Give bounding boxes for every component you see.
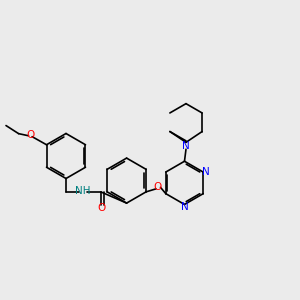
Text: NH: NH bbox=[75, 185, 90, 196]
Text: O: O bbox=[97, 203, 105, 213]
Text: O: O bbox=[153, 182, 162, 192]
Text: N: N bbox=[181, 202, 188, 212]
Text: N: N bbox=[202, 167, 209, 177]
Text: N: N bbox=[182, 141, 190, 151]
Text: O: O bbox=[27, 130, 35, 140]
